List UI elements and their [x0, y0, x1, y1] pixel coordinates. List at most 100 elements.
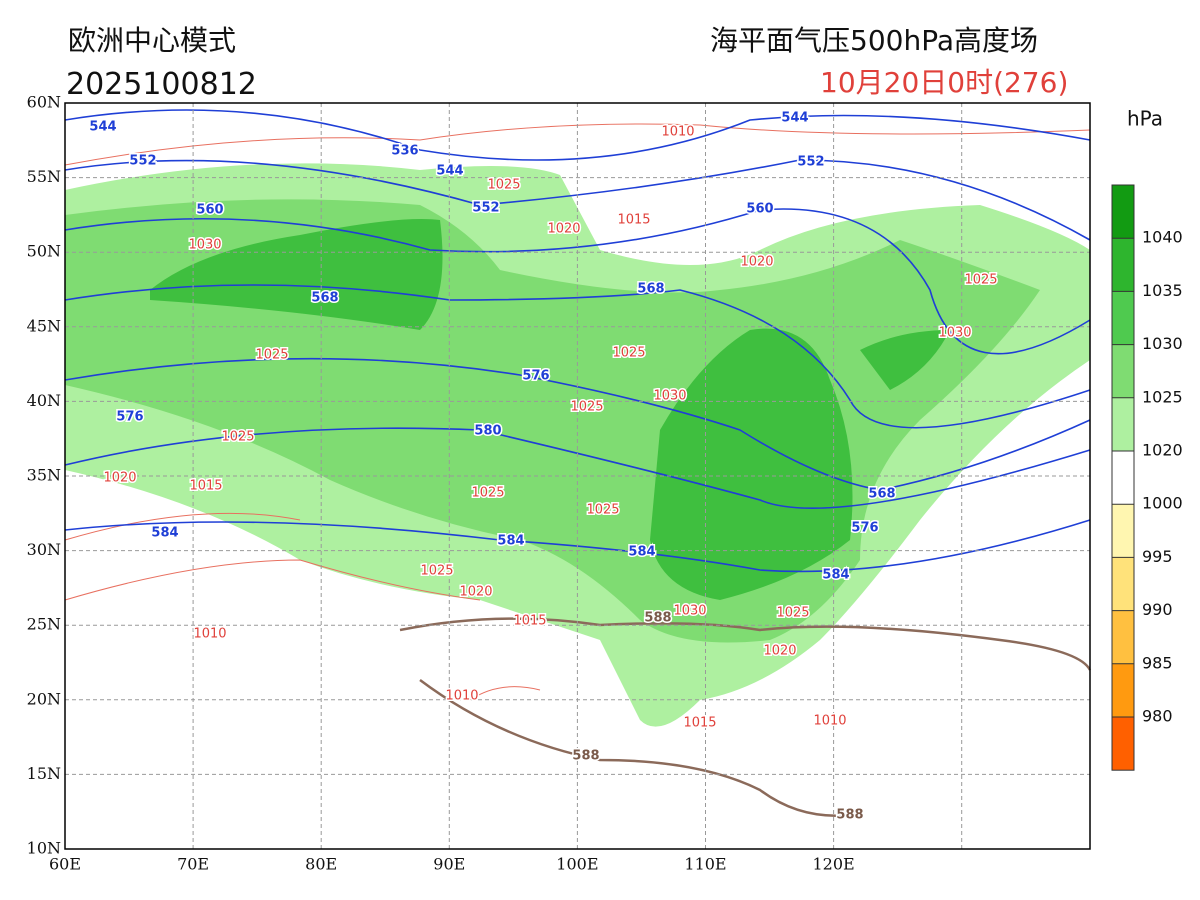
lat-tick-label: 15N	[27, 764, 61, 783]
height-contour-label: 584	[151, 526, 178, 541]
height-contour-label: 580	[474, 424, 501, 439]
pressure-contour-label: 1020	[763, 644, 796, 659]
pressure-contour-label: 1025	[586, 503, 619, 518]
colorbar-box	[1112, 717, 1134, 771]
height-contour-label: 552	[472, 201, 499, 216]
height-contour-label: 568	[868, 487, 895, 502]
pressure-contour-label: 1020	[547, 222, 580, 237]
height-contour-label: 584	[628, 545, 655, 560]
valid-time: 10月20日0时(276)	[820, 66, 1068, 99]
pressure-contour-label: 1015	[189, 479, 222, 494]
height-contour-label: 560	[196, 203, 223, 218]
pressure-contour-label: 1030	[653, 389, 686, 404]
height-contour-label: 560	[746, 202, 773, 217]
colorbar-box	[1112, 557, 1134, 611]
colorbar-box	[1112, 291, 1134, 345]
pressure-contour-label: 1015	[683, 716, 716, 731]
colorbar-box	[1112, 504, 1134, 558]
pressure-contour-label: 1025	[221, 430, 254, 445]
pressure-contour-label: 1025	[471, 486, 504, 501]
lat-tick-label: 35N	[27, 466, 61, 485]
height-contour-label: 544	[781, 111, 808, 126]
map-title: 海平面气压500hPa高度场	[710, 24, 1038, 57]
lat-tick-label: 45N	[27, 316, 61, 335]
lon-tick-label: 120E	[812, 855, 854, 874]
lon-tick-label: 80E	[305, 855, 337, 874]
lon-tick-label: 110E	[684, 855, 726, 874]
pressure-contour-label: 1030	[188, 238, 221, 253]
lat-tick-label: 40N	[27, 391, 61, 410]
lon-tick-label: 70E	[177, 855, 209, 874]
ridge-contour-label: 588	[572, 749, 599, 764]
map-area	[64, 102, 1092, 850]
pressure-contour-label: 1010	[661, 125, 694, 140]
colorbar-unit: hPa	[1127, 107, 1163, 131]
colorbar-label: 1040	[1142, 228, 1183, 247]
lon-tick-label: 60E	[49, 855, 81, 874]
ridge-contour-588	[399, 617, 1092, 817]
colorbar-box	[1112, 610, 1134, 664]
lat-tick-label: 25N	[27, 615, 61, 634]
pressure-contours	[64, 123, 1091, 701]
colorbar-label: 980	[1142, 707, 1173, 726]
lon-tick-label: 100E	[556, 855, 598, 874]
ridge-contour-label: 588	[644, 611, 671, 626]
height-contour-label: 552	[129, 154, 156, 169]
height-contour-label: 576	[851, 521, 878, 536]
ridge-contour-label: 588	[836, 808, 863, 823]
height-contour-label: 552	[797, 155, 824, 170]
height-contours	[64, 109, 1091, 573]
colorbar-label: 995	[1142, 547, 1173, 566]
colorbar-box	[1112, 238, 1134, 292]
model-name: 欧洲中心模式	[68, 24, 236, 57]
dynamic-layer: 60E 70E 80E 90E 100E 110E 120E 60N 55N 50N 45N 40N 3…	[27, 93, 1183, 874]
pressure-shade-1030	[150, 219, 950, 600]
pressure-contour-label: 1025	[487, 178, 520, 193]
map-frame	[64, 102, 1091, 850]
lat-tick-label: 10N	[27, 839, 61, 858]
pressure-contour-label: 1010	[193, 627, 226, 642]
colorbar-frame	[1111, 184, 1135, 771]
height-contour-label: 584	[822, 568, 849, 583]
pressure-contour-label: 1010	[445, 689, 478, 704]
height-contour-label: 568	[637, 282, 664, 297]
lat-tick-label: 60N	[27, 93, 61, 112]
colorbar-box	[1112, 451, 1134, 505]
pressure-contour-label: 1025	[964, 273, 997, 288]
colorbar-label: 1000	[1142, 494, 1183, 513]
height-contour-label: 576	[116, 410, 143, 425]
pressure-contour-label: 1020	[459, 585, 492, 600]
grid	[65, 103, 1090, 849]
pressure-contour-label: 1025	[570, 400, 603, 415]
colorbar-box	[1112, 344, 1134, 398]
pressure-contour-label: 1020	[103, 471, 136, 486]
pressure-contour-label: 1025	[612, 346, 645, 361]
height-contour-label: 568	[311, 291, 338, 306]
init-time: 2025100812	[66, 67, 257, 102]
pressure-contour-label: 1025	[255, 348, 288, 363]
pressure-contour-label: 1015	[513, 614, 546, 629]
pressure-contour-label: 1030	[673, 604, 706, 619]
height-contour-label: 544	[436, 164, 463, 179]
lat-tick-label: 50N	[27, 242, 61, 261]
lon-tick-label: 90E	[433, 855, 465, 874]
colorbar-box	[1112, 397, 1134, 451]
pressure-contour-label: 1030	[938, 326, 971, 341]
colorbar-label: 1020	[1142, 441, 1183, 460]
colorbar-label: 1025	[1142, 387, 1183, 406]
colorbar-box	[1112, 185, 1134, 239]
colorbar-box	[1112, 663, 1134, 717]
colorbar-label: 1035	[1142, 281, 1183, 300]
colorbar-label: 985	[1142, 653, 1173, 672]
pressure-contour-label: 1010	[813, 714, 846, 729]
colorbar-label: 1030	[1142, 334, 1183, 353]
pressure-contour-label: 1015	[617, 213, 650, 228]
pressure-contour-label: 1020	[740, 255, 773, 270]
height-contour-label: 576	[522, 369, 549, 384]
pressure-contour-label: 1025	[420, 564, 453, 579]
pressure-contour-label: 1025	[776, 606, 809, 621]
lat-tick-label: 55N	[27, 167, 61, 186]
height-contour-label: 536	[391, 144, 418, 159]
height-contour-label: 584	[497, 534, 524, 549]
